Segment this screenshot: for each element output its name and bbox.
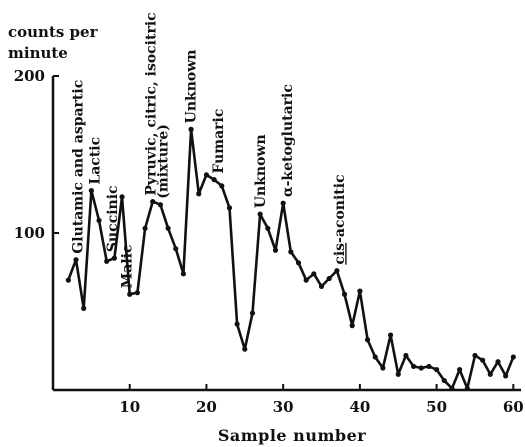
data-point bbox=[249, 310, 256, 316]
peak-annotation: Fumaric bbox=[211, 109, 227, 174]
data-point bbox=[449, 385, 455, 392]
data-point bbox=[480, 357, 486, 363]
data-point bbox=[357, 288, 363, 294]
data-point bbox=[280, 200, 286, 206]
x-tick-label: 20 bbox=[196, 398, 217, 416]
data-point bbox=[73, 257, 79, 263]
annotations: Glutamic and aspartic LacticSuccinicMalic… bbox=[71, 12, 349, 288]
peak-annotation: Unknown bbox=[253, 134, 269, 208]
data-point bbox=[434, 366, 440, 373]
data-point bbox=[472, 352, 478, 359]
data-point bbox=[104, 258, 110, 264]
data-point bbox=[265, 225, 271, 231]
data-point bbox=[119, 194, 125, 200]
data-point bbox=[426, 363, 432, 370]
data-point bbox=[295, 260, 302, 266]
data-point bbox=[311, 271, 317, 277]
x-axis-title: Sample number bbox=[218, 426, 366, 445]
data-point bbox=[380, 365, 386, 371]
data-point bbox=[318, 283, 325, 289]
data-point bbox=[219, 183, 225, 189]
peak-annotation: α-ketoglutaric bbox=[280, 84, 296, 197]
data-point bbox=[303, 277, 309, 283]
data-point bbox=[257, 211, 263, 217]
peak-annotation: Unknown bbox=[183, 50, 199, 124]
data-point bbox=[503, 373, 509, 379]
data-point bbox=[510, 354, 516, 360]
data-point bbox=[157, 202, 164, 208]
data-point bbox=[349, 323, 355, 329]
data-point bbox=[372, 354, 378, 360]
data-point bbox=[403, 352, 409, 359]
data-point bbox=[96, 217, 102, 224]
data-point bbox=[334, 268, 340, 274]
data-point bbox=[150, 199, 156, 205]
data-point bbox=[196, 191, 202, 197]
data-point bbox=[288, 249, 294, 255]
data-point bbox=[211, 177, 217, 183]
y-tick-label: 100 bbox=[14, 224, 45, 242]
data-point bbox=[441, 377, 447, 384]
peak-annotation: (mixture) bbox=[156, 124, 172, 199]
data-point bbox=[173, 246, 179, 252]
data-point bbox=[142, 225, 148, 231]
data-point bbox=[418, 365, 424, 371]
peak-annotation: Pyruvic, citric, isocitric bbox=[143, 12, 159, 195]
data-point bbox=[203, 172, 210, 178]
data-point bbox=[165, 225, 171, 231]
data-point bbox=[495, 359, 501, 365]
y-tick-label: 200 bbox=[14, 67, 45, 85]
data-point bbox=[341, 291, 348, 297]
data-point bbox=[234, 321, 240, 327]
peak-annotation: Succinic bbox=[105, 185, 121, 252]
data-point bbox=[111, 255, 117, 261]
data-point bbox=[88, 188, 94, 194]
peak-annotation: Glutamic and aspartic bbox=[71, 80, 87, 254]
data-point bbox=[395, 371, 401, 377]
data-point bbox=[464, 385, 470, 392]
peak-annotation: cis-aconitic bbox=[332, 174, 348, 264]
data-point bbox=[387, 332, 394, 338]
data-point bbox=[65, 277, 71, 283]
y-axis-caption-line-2: minute bbox=[8, 44, 68, 62]
data-point bbox=[81, 305, 87, 311]
data-point bbox=[364, 337, 371, 343]
y-axis-caption-line-1: counts per bbox=[8, 23, 99, 41]
peak-annotation: Lactic bbox=[87, 137, 103, 185]
data-point bbox=[272, 247, 279, 253]
data-point bbox=[326, 275, 332, 282]
x-tick-label: 40 bbox=[349, 398, 370, 416]
series bbox=[65, 126, 516, 392]
data-point bbox=[188, 126, 194, 132]
data-point bbox=[127, 291, 133, 297]
x-tick-label: 50 bbox=[426, 398, 447, 416]
x-tick-label: 10 bbox=[119, 398, 140, 416]
ticks: 10 20 30 40 50 60 100 200 bbox=[14, 67, 524, 416]
data-point bbox=[226, 205, 233, 211]
x-tick-label: 30 bbox=[273, 398, 294, 416]
data-point bbox=[242, 346, 248, 352]
data-point bbox=[487, 371, 493, 377]
peak-annotation: Malic bbox=[120, 244, 136, 288]
data-point bbox=[134, 290, 140, 296]
data-point bbox=[410, 363, 417, 370]
data-point bbox=[180, 271, 187, 277]
data-point bbox=[457, 366, 463, 373]
x-tick-label: 60 bbox=[503, 398, 524, 416]
